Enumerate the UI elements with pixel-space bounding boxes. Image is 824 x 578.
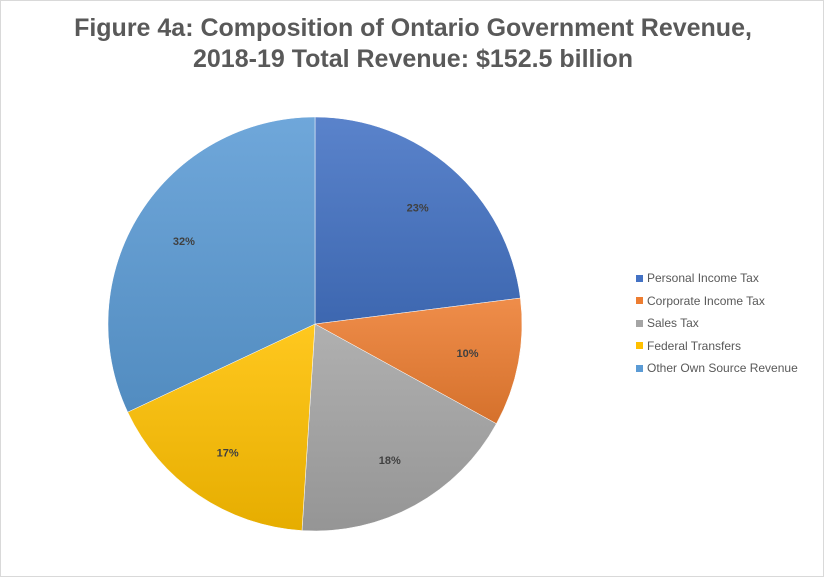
legend: Personal Income Tax Corporate Income Tax… <box>636 267 798 380</box>
data-label-sales-tax: 18% <box>379 455 401 467</box>
legend-swatch <box>636 297 643 305</box>
legend-item-federal-transfers: Federal Transfers <box>636 335 798 358</box>
legend-swatch <box>636 342 643 350</box>
pie-slice-sales-tax <box>301 323 497 532</box>
pie-slice-corporate-income-tax <box>314 297 523 425</box>
chart-title-line-1: Figure 4a: Composition of Ontario Govern… <box>74 14 752 42</box>
legend-item-personal-income-tax: Personal Income Tax <box>636 267 798 290</box>
data-label-federal-transfers: 17% <box>217 447 239 459</box>
legend-label: Sales Tax <box>647 316 699 331</box>
data-label-personal-income-tax: 23% <box>407 203 429 215</box>
legend-swatch <box>636 319 643 327</box>
data-label-other-own-source-revenue: 32% <box>173 236 195 248</box>
pie-slice-other-own-source-revenue <box>107 116 316 413</box>
legend-item-other-own-source-revenue: Other Own Source Revenue <box>636 357 798 380</box>
legend-label: Corporate Income Tax <box>647 293 765 308</box>
chart-title: Figure 4a: Composition of Ontario Govern… <box>1 13 824 75</box>
chart-title-line-2: 2018-19 Total Revenue: $152.5 billion <box>193 45 633 73</box>
legend-swatch <box>636 274 643 282</box>
legend-label: Other Own Source Revenue <box>647 361 798 376</box>
legend-label: Personal Income Tax <box>647 271 759 286</box>
legend-item-sales-tax: Sales Tax <box>636 312 798 335</box>
pie-slice-federal-transfers <box>127 323 316 531</box>
legend-label: Federal Transfers <box>647 338 742 353</box>
legend-item-corporate-income-tax: Corporate Income Tax <box>636 290 798 313</box>
legend-swatch <box>636 364 643 372</box>
data-label-corporate-income-tax: 10% <box>456 348 478 360</box>
pie-slice-personal-income-tax <box>314 116 521 325</box>
